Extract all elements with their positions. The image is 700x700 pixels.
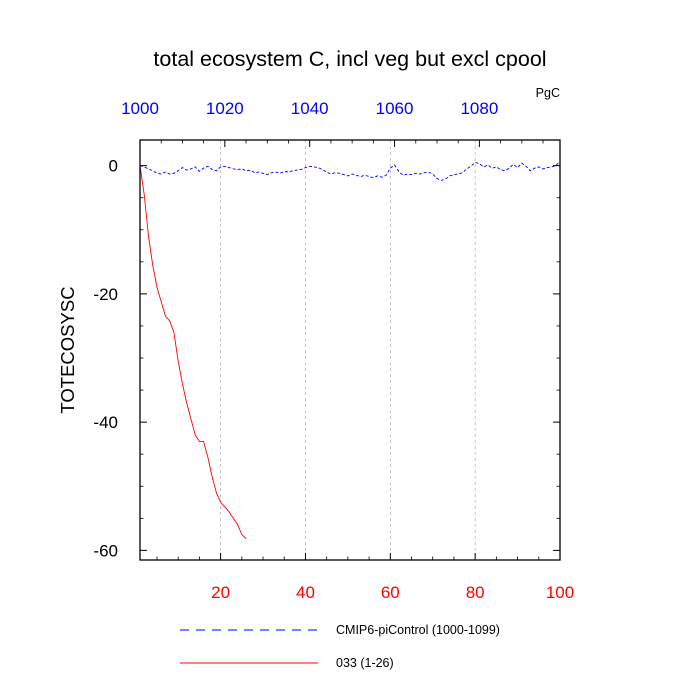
top-tick-label: 1000 — [121, 99, 159, 118]
y-axis: 0 -20 -40 -60 — [93, 157, 560, 560]
series-line-1 — [139, 160, 561, 181]
y-axis-label: TOTECOSYSC — [57, 286, 78, 413]
x-tick-label: 20 — [211, 583, 230, 602]
series-layer — [139, 160, 561, 540]
units-label: PgC — [536, 86, 560, 100]
y-tick-label: 0 — [109, 157, 118, 176]
top-tick-label: 1080 — [460, 99, 498, 118]
chart-title: total ecosystem C, incl veg but excl cpo… — [153, 47, 546, 71]
plot-frame — [139, 139, 561, 561]
y-tick-label: -60 — [93, 541, 118, 560]
x-axis-top: 1000 1020 1040 1060 1080 — [121, 99, 544, 147]
series-line-2 — [139, 165, 247, 540]
x-tick-label: 80 — [466, 583, 485, 602]
x-axis-bottom: 20 40 60 80 100 — [156, 553, 574, 602]
y-tick-label: -40 — [93, 413, 118, 432]
top-tick-label: 1020 — [206, 99, 244, 118]
x-tick-label: 100 — [546, 583, 574, 602]
legend-label-2: 033 (1-26) — [336, 656, 394, 670]
legend: CMIP6-piControl (1000-1099) 033 (1-26) — [180, 623, 500, 670]
top-tick-label: 1060 — [376, 99, 414, 118]
legend-label-1: CMIP6-piControl (1000-1099) — [336, 623, 500, 637]
x-tick-label: 40 — [296, 583, 315, 602]
y-tick-label: -20 — [93, 285, 118, 304]
x-tick-label: 60 — [381, 583, 400, 602]
top-tick-label: 1040 — [291, 99, 329, 118]
grid — [220, 140, 476, 560]
